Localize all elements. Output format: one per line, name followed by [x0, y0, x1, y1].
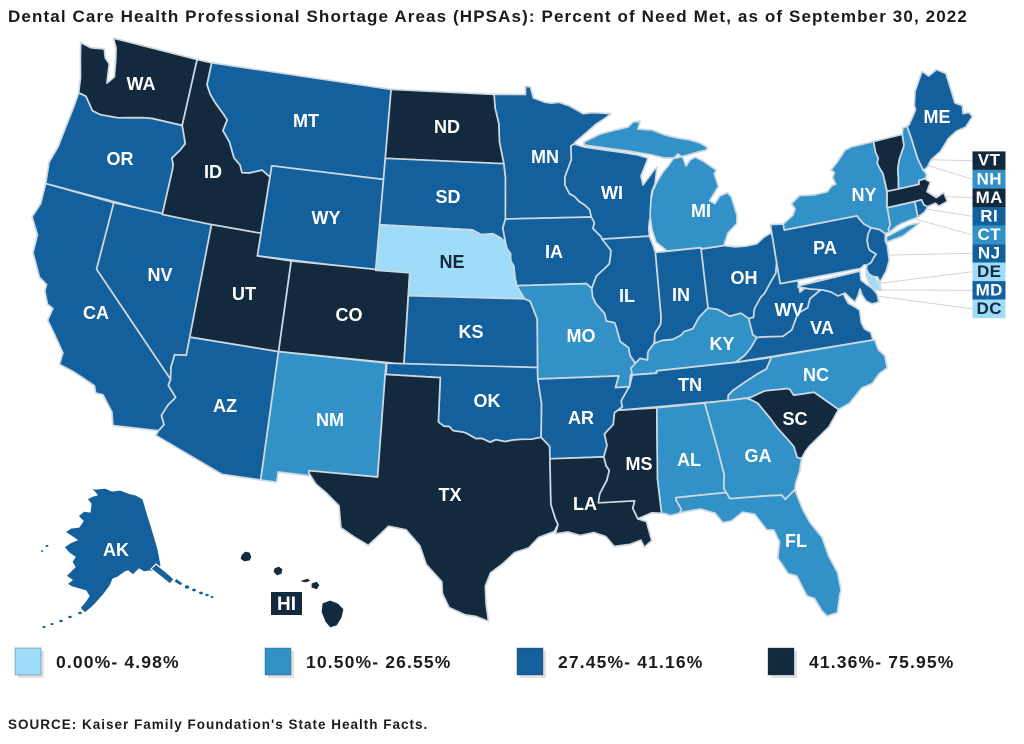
svg-text:NY: NY: [851, 185, 876, 205]
svg-text:AR: AR: [568, 408, 594, 428]
svg-text:NE: NE: [439, 252, 464, 272]
svg-text:NV: NV: [147, 265, 172, 285]
svg-text:UT: UT: [232, 284, 256, 304]
svg-text:AK: AK: [103, 540, 129, 560]
svg-text:KY: KY: [709, 334, 734, 354]
svg-text:OK: OK: [474, 391, 501, 411]
svg-text:AZ: AZ: [213, 396, 237, 416]
svg-text:KS: KS: [458, 322, 483, 342]
svg-text:ND: ND: [434, 117, 460, 137]
svg-text:MA: MA: [976, 188, 1003, 207]
svg-text:NJ: NJ: [978, 243, 1001, 262]
svg-text:MS: MS: [626, 454, 653, 474]
svg-text:27.45%- 41.16%: 27.45%- 41.16%: [558, 652, 704, 672]
svg-text:SC: SC: [782, 409, 807, 429]
svg-text:SOURCE: Kaiser Family Foundati: SOURCE: Kaiser Family Foundation's State…: [8, 717, 428, 732]
svg-text:0.00%- 4.98%: 0.00%- 4.98%: [56, 652, 180, 672]
svg-text:WA: WA: [127, 74, 156, 94]
svg-text:OH: OH: [731, 268, 758, 288]
svg-text:IN: IN: [672, 285, 690, 305]
svg-text:41.36%- 75.95%: 41.36%- 75.95%: [809, 652, 955, 672]
svg-text:NC: NC: [803, 365, 829, 385]
svg-text:VA: VA: [810, 318, 834, 338]
svg-text:MD: MD: [976, 280, 1003, 299]
svg-text:RI: RI: [980, 206, 998, 225]
svg-text:GA: GA: [745, 446, 772, 466]
svg-text:ID: ID: [204, 162, 222, 182]
svg-text:SD: SD: [435, 187, 460, 207]
svg-text:DE: DE: [977, 262, 1001, 281]
svg-text:DC: DC: [977, 299, 1002, 318]
svg-text:10.50%- 26.55%: 10.50%- 26.55%: [306, 652, 452, 672]
svg-text:HI: HI: [277, 594, 296, 615]
svg-text:MI: MI: [691, 201, 711, 221]
svg-text:CO: CO: [336, 305, 363, 325]
svg-text:Dental Care Health Professiona: Dental Care Health Professional Shortage…: [8, 7, 968, 26]
svg-text:PA: PA: [813, 238, 837, 258]
svg-text:IA: IA: [545, 242, 563, 262]
svg-text:MN: MN: [531, 147, 559, 167]
svg-text:ME: ME: [924, 107, 951, 127]
svg-text:WI: WI: [601, 183, 623, 203]
svg-text:WY: WY: [312, 208, 341, 228]
svg-text:IL: IL: [619, 286, 635, 306]
svg-text:NH: NH: [977, 169, 1002, 188]
svg-text:FL: FL: [785, 531, 807, 551]
svg-text:CT: CT: [977, 225, 1001, 244]
svg-text:MO: MO: [567, 326, 596, 346]
svg-text:TN: TN: [678, 375, 702, 395]
svg-text:WV: WV: [775, 300, 804, 320]
svg-text:NM: NM: [316, 410, 344, 430]
svg-text:TX: TX: [438, 485, 461, 505]
svg-text:AL: AL: [677, 450, 701, 470]
svg-text:LA: LA: [573, 494, 597, 514]
svg-text:VT: VT: [978, 151, 1001, 170]
svg-text:MT: MT: [293, 111, 319, 131]
svg-text:CA: CA: [83, 303, 109, 323]
svg-text:OR: OR: [107, 149, 134, 169]
